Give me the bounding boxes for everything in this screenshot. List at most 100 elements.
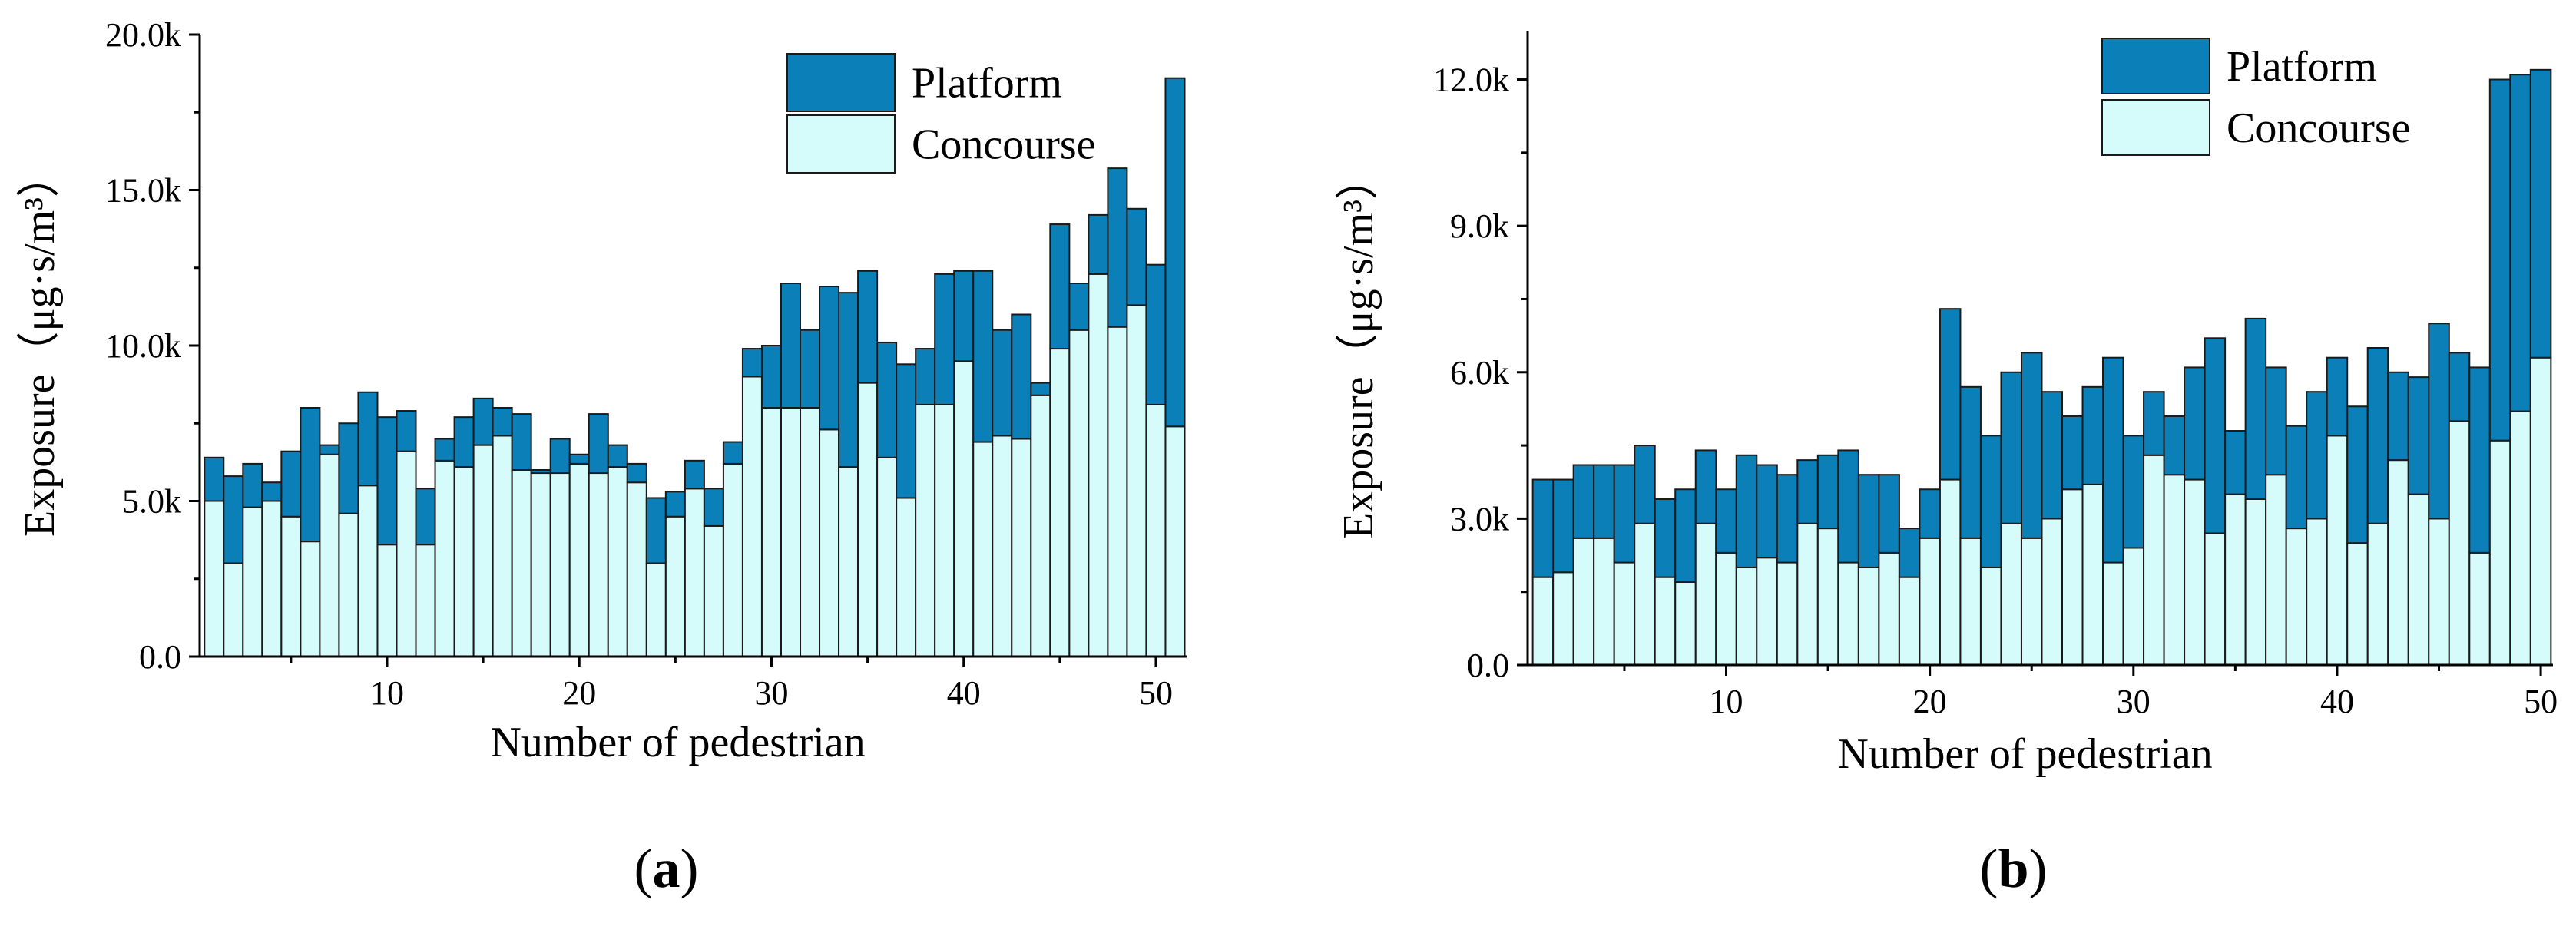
bar-platform [1613, 464, 1636, 564]
bar-platform [607, 444, 628, 468]
bar-concourse [703, 524, 724, 658]
bar-concourse [1715, 551, 1737, 666]
bar-platform [1939, 308, 1962, 481]
bar-platform [300, 407, 321, 543]
bar-platform [1898, 528, 1921, 578]
bar-concourse [376, 544, 398, 658]
bar-platform [915, 348, 936, 405]
bar-concourse [819, 428, 840, 657]
bar-platform [1959, 385, 1982, 539]
bar-concourse [2204, 532, 2227, 667]
bar-platform [549, 438, 571, 475]
bar-concourse [261, 500, 283, 657]
bar-concourse [760, 407, 782, 657]
bar-concourse [2407, 493, 2430, 666]
bar-concourse [1164, 425, 1186, 657]
bars-group [1531, 68, 2552, 667]
bar-platform [2428, 323, 2450, 520]
bar-platform [1011, 313, 1032, 440]
bar-platform [511, 413, 532, 471]
x-tick-label: 30 [754, 674, 788, 712]
panel-label: (a) [634, 838, 699, 899]
bar-concourse [2326, 435, 2349, 666]
bar-concourse [2000, 522, 2022, 666]
chart-panel-a: 0.0 5.0k 10.0k 15.0k 20.0k 10 20 30 40 50 Number o… [0, 0, 1288, 929]
bar-concourse [1088, 273, 1109, 657]
bar-concourse [1634, 522, 1656, 666]
bar-concourse [492, 435, 513, 657]
y-tick-label: 6.0k [1450, 354, 1509, 392]
bar-platform [568, 453, 590, 465]
x-tick-label: 20 [562, 674, 596, 712]
x-axis-title: Number of pedestrian [490, 719, 865, 766]
bar-platform [2020, 352, 2043, 539]
x-tick-label: 40 [947, 674, 981, 712]
y-axis-title: Exposure（μg·s/m³） [1335, 157, 1382, 539]
bar-platform [1049, 223, 1071, 350]
legend: Platform Concourse [786, 53, 1096, 174]
legend-swatch-platform [2101, 38, 2210, 94]
bar-platform [588, 413, 609, 475]
x-tick-label: 50 [2524, 683, 2558, 720]
bar-concourse [2285, 528, 2308, 666]
bar-platform [1145, 263, 1167, 405]
bar-concourse [2224, 493, 2247, 666]
bar-platform [1715, 488, 1737, 554]
bar-platform [492, 407, 513, 437]
bar-platform [722, 441, 743, 465]
bar-concourse [453, 465, 475, 658]
bar-platform [1735, 454, 1758, 568]
bar-concourse [204, 500, 225, 657]
bar-platform [1088, 213, 1109, 275]
bar-platform [1796, 459, 1819, 524]
bar-concourse [2163, 474, 2186, 667]
bar-platform [2184, 366, 2206, 481]
bar-platform [2346, 405, 2369, 544]
bar-concourse [2184, 478, 2206, 666]
legend: Platform Concourse [2101, 38, 2411, 156]
bar-concourse [1049, 348, 1071, 657]
legend-label-concourse: Concourse [912, 121, 1096, 169]
y-tick-label: 0.0 [139, 638, 181, 676]
bar-platform [2366, 347, 2389, 524]
bar-platform [2244, 317, 2267, 500]
bar-platform [1837, 449, 1859, 564]
bar-concourse [2366, 522, 2389, 666]
bar-platform [838, 292, 859, 468]
bar-platform [1919, 488, 1941, 539]
y-tick-label: 0.0 [1467, 647, 1509, 684]
bar-platform [992, 329, 1013, 437]
y-tick-label: 15.0k [105, 172, 181, 210]
bar-concourse [511, 469, 532, 657]
bar-concourse [2244, 498, 2267, 666]
bar-concourse [2488, 439, 2511, 666]
bar-concourse [741, 376, 763, 657]
bar-platform [2163, 415, 2186, 476]
bar-platform [2204, 337, 2227, 534]
bar-platform [741, 348, 763, 378]
y-tick-label: 3.0k [1450, 500, 1509, 538]
bar-platform [204, 456, 225, 502]
bar-concourse [434, 459, 455, 657]
bar-platform [261, 481, 283, 502]
bar-concourse [1959, 537, 1982, 666]
bar-platform [1107, 167, 1128, 328]
x-tick-label: 40 [2320, 683, 2354, 720]
bar-platform [2143, 391, 2165, 456]
legend-swatch-concourse [2101, 99, 2210, 156]
bar-platform [2306, 391, 2328, 520]
bar-concourse [645, 562, 667, 657]
bar-concourse [972, 441, 994, 657]
bar-platform [2265, 366, 2287, 476]
panel-label: (b) [1979, 838, 2047, 899]
bar-platform [280, 450, 302, 518]
y-tick-label: 5.0k [122, 483, 181, 521]
y-tick-label: 10.0k [105, 327, 181, 365]
x-tick-label: 10 [370, 674, 404, 712]
bar-concourse [1674, 581, 1697, 666]
bar-concourse [530, 472, 551, 657]
bar-platform [1857, 474, 1880, 568]
bar-concourse [223, 562, 244, 657]
bar-platform [1572, 464, 1595, 539]
bar-platform [1593, 464, 1615, 539]
